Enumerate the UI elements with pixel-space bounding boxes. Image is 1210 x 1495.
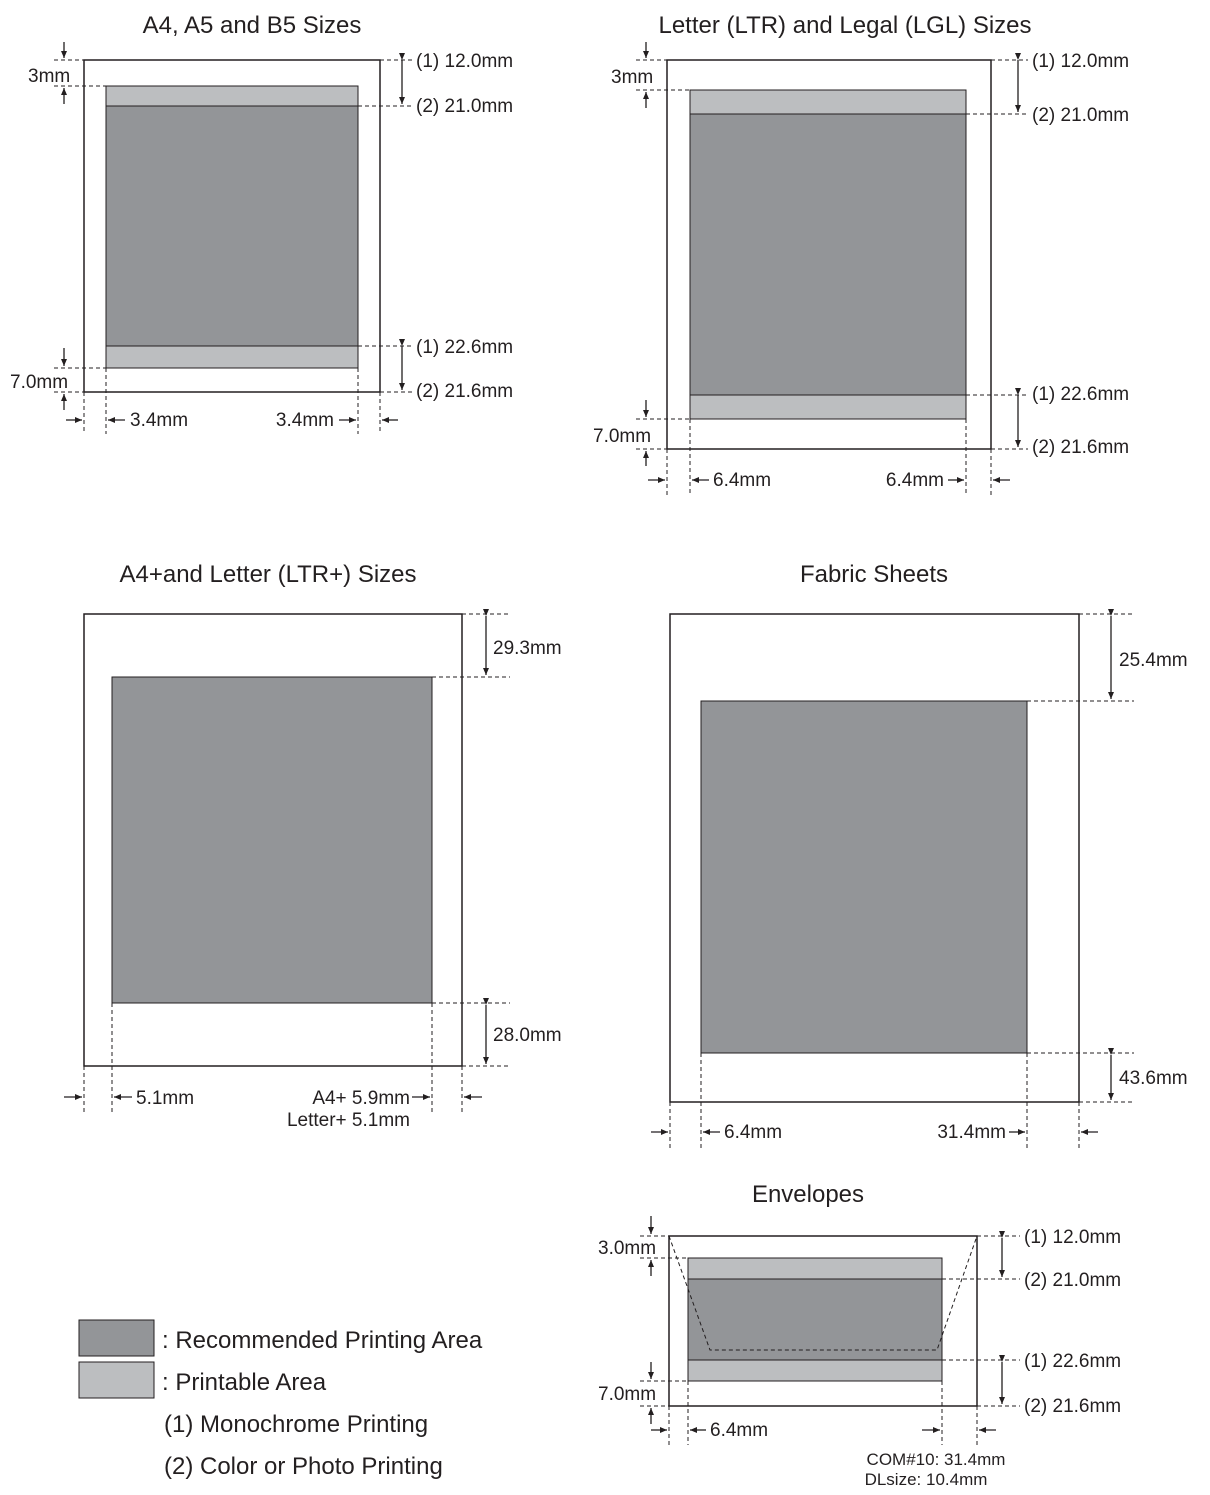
a4-mono-bottom-label: (1) 22.6mm bbox=[416, 337, 513, 358]
a4plus-right-a4-label: A4+ 5.9mm bbox=[312, 1088, 410, 1109]
letter-mono-top-label: (1) 12.0mm bbox=[1032, 51, 1129, 72]
envelope-flap-outline bbox=[668, 1235, 978, 1351]
a4-color-bottom-label: (2) 21.6mm bbox=[416, 381, 513, 402]
a4-color-top-label: (2) 21.0mm bbox=[416, 96, 513, 117]
a4plus-bottom-label: 28.0mm bbox=[493, 1025, 562, 1046]
a4-left-margin-label: 3.4mm bbox=[130, 410, 188, 431]
legend-printable-swatch bbox=[78, 1361, 155, 1399]
legend: : Recommended Printing Area : Printable … bbox=[78, 1319, 483, 1480]
letter-left-margin-label: 6.4mm bbox=[713, 470, 771, 491]
letter-top-margin-label: 3mm bbox=[611, 67, 653, 88]
envelope-top-margin-label: 3.0mm bbox=[598, 1238, 656, 1259]
letter-right-margin-label: 6.4mm bbox=[886, 470, 944, 491]
letter-color-bottom-label: (2) 21.6mm bbox=[1032, 437, 1129, 458]
letter-mono-bottom-label: (1) 22.6mm bbox=[1032, 384, 1129, 405]
envelope-recommended-area bbox=[687, 1278, 943, 1361]
fabric-recommended-area bbox=[700, 700, 1028, 1054]
fabric-right-label: 31.4mm bbox=[937, 1122, 1006, 1143]
envelope-mono-top-label: (1) 12.0mm bbox=[1024, 1227, 1121, 1248]
a4-a5-b5-diagram: A4, A5 and B5 Sizes (1) 12.0mm (2) 21.0m… bbox=[10, 12, 513, 434]
letter-color-top-label: (2) 21.0mm bbox=[1032, 105, 1129, 126]
envelope-right-dl-label: DLsize: 10.4mm bbox=[865, 1470, 988, 1489]
fabric-title: Fabric Sheets bbox=[800, 561, 948, 588]
a4plus-left-label: 5.1mm bbox=[136, 1088, 194, 1109]
a4plus-letterplus-diagram: A4+and Letter (LTR+) Sizes 29.3mm 28.0mm… bbox=[64, 561, 562, 1131]
letter-recommended-area bbox=[689, 113, 967, 396]
letter-title: Letter (LTR) and Legal (LGL) Sizes bbox=[658, 12, 1031, 39]
legend-recommended-label: : Recommended Printing Area bbox=[162, 1327, 483, 1354]
fabric-left-label: 6.4mm bbox=[724, 1122, 782, 1143]
a4-top-margin-label: 3mm bbox=[28, 66, 70, 87]
a4-recommended-area bbox=[105, 105, 359, 347]
envelope-mono-bottom-label: (1) 22.6mm bbox=[1024, 1351, 1121, 1372]
fabric-sheets-diagram: Fabric Sheets 25.4mm 43.6mm 6.4mm 31.4mm bbox=[651, 561, 1188, 1150]
a4plus-title: A4+and Letter (LTR+) Sizes bbox=[119, 561, 416, 588]
envelope-color-bottom-label: (2) 21.6mm bbox=[1024, 1396, 1121, 1417]
legend-mono-label: (1) Monochrome Printing bbox=[164, 1411, 428, 1438]
envelope-color-top-label: (2) 21.0mm bbox=[1024, 1270, 1121, 1291]
a4-mono-top-label: (1) 12.0mm bbox=[416, 51, 513, 72]
a4-title: A4, A5 and B5 Sizes bbox=[143, 12, 362, 39]
legend-printable-label: : Printable Area bbox=[162, 1369, 327, 1396]
legend-recommended-swatch bbox=[78, 1319, 155, 1357]
a4plus-right-letter-label: Letter+ 5.1mm bbox=[287, 1110, 410, 1131]
envelopes-diagram: Envelopes (1) 12.0mm (2) 21.0mm (1) 22.6… bbox=[598, 1181, 1121, 1489]
envelope-left-label: 6.4mm bbox=[710, 1420, 768, 1441]
fabric-top-label: 25.4mm bbox=[1119, 650, 1188, 671]
a4plus-recommended-area bbox=[111, 676, 433, 1004]
letter-legal-diagram: Letter (LTR) and Legal (LGL) Sizes (1) 1… bbox=[593, 12, 1129, 496]
letter-bottom-margin-label: 7.0mm bbox=[593, 426, 651, 447]
envelopes-title: Envelopes bbox=[752, 1181, 864, 1208]
fabric-bottom-label: 43.6mm bbox=[1119, 1068, 1188, 1089]
a4plus-top-label: 29.3mm bbox=[493, 638, 562, 659]
a4-bottom-margin-label: 7.0mm bbox=[10, 372, 68, 393]
envelope-bottom-margin-label: 7.0mm bbox=[598, 1384, 656, 1405]
a4-right-margin-label: 3.4mm bbox=[276, 410, 334, 431]
envelope-right-com10-label: COM#10: 31.4mm bbox=[867, 1450, 1006, 1469]
legend-color-label: (2) Color or Photo Printing bbox=[164, 1453, 443, 1480]
